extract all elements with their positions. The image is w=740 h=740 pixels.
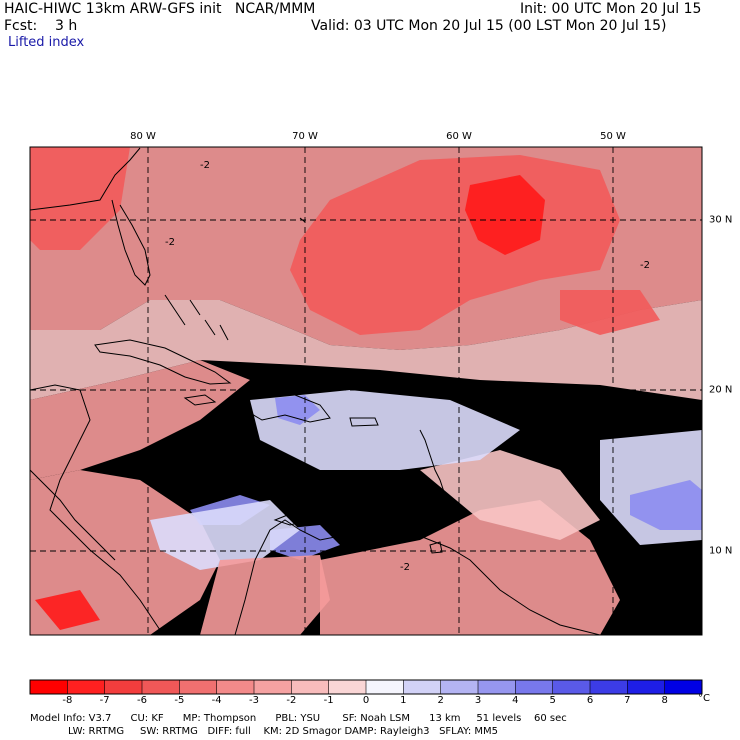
colorbar-swatch	[552, 680, 591, 694]
coastline	[419, 429, 446, 511]
lat-lon-grid	[30, 147, 702, 635]
colorbar-swatch	[590, 680, 628, 694]
field-region	[150, 500, 300, 570]
coastline	[349, 417, 379, 427]
field-region	[630, 480, 702, 530]
colorbar-swatch	[366, 680, 404, 694]
field-region	[30, 300, 702, 400]
colorbar-swatch	[328, 680, 367, 694]
lon-label-80w: 80 W	[130, 131, 156, 142]
field-name: Lifted index	[8, 35, 85, 50]
coastline	[429, 541, 443, 554]
contour-label: -2	[165, 237, 175, 248]
lon-label-60w: 60 W	[446, 131, 472, 142]
colorbar-swatch	[440, 680, 479, 694]
colorbar-swatch	[664, 680, 703, 694]
colorbar-swatch	[291, 680, 330, 694]
contour-label: -2	[200, 160, 210, 171]
coastline	[30, 147, 151, 286]
colorbar-tick-label: 1	[400, 695, 407, 706]
contour-label: -2	[640, 392, 650, 403]
colorbar-tick-label: -3	[249, 695, 259, 706]
map-frame	[29, 146, 703, 636]
contour-label: -2	[400, 562, 410, 573]
coastline	[273, 509, 311, 526]
colorbar-swatch	[403, 680, 442, 694]
field-region	[35, 590, 100, 630]
colorbar-tick-label: 3	[474, 695, 482, 706]
field-region	[275, 395, 320, 425]
contour-labels: -2 -2 -2 -2 -2	[165, 160, 650, 573]
colorbar-tick-label: 7	[624, 695, 631, 706]
coastline	[30, 469, 116, 561]
lon-label-70w: 70 W	[292, 131, 318, 142]
colorbar-swatch	[478, 680, 516, 694]
colorbar-tick-label: -6	[137, 695, 147, 706]
colorbar-tick-label: 2	[437, 695, 444, 706]
coastline	[183, 394, 217, 406]
colorbar-swatch	[254, 680, 292, 694]
lon-label-50w: 50 W	[600, 131, 626, 142]
init-time: Init: 00 UTC Mon 20 Jul 15	[520, 1, 702, 17]
model-info-line1: Model Info: V3.7 CU: KF MP: Thompson PBL…	[30, 713, 567, 724]
model-info-line2: LW: RRTMG SW: RRTMG DIFF: full KM: 2D Sm…	[68, 726, 498, 737]
field-region	[30, 147, 130, 250]
colorbar-tick-label: -1	[323, 695, 334, 706]
colorbar-swatch	[627, 680, 666, 694]
colorbar-tick-label: 6	[586, 695, 594, 706]
forecast-hour: Fcst: 3 h	[4, 18, 78, 34]
colorbar-tick-label: -5	[174, 695, 185, 706]
lat-label-30n: 30 N	[709, 214, 733, 226]
coastline	[234, 519, 601, 635]
colorbar-tick-label: -2	[286, 695, 297, 706]
colorbar-swatch	[179, 680, 218, 694]
coastline	[244, 387, 331, 423]
valid-time: Valid: 03 UTC Mon 20 Jul 15 (00 LST Mon …	[311, 18, 667, 34]
colorbar-tick-label: 4	[512, 695, 519, 706]
colorbar-tick-label: -8	[62, 695, 73, 706]
colorbar-unit: °C	[698, 693, 710, 704]
colorbar-tick-label: 8	[661, 695, 668, 706]
lat-label-20n: 20 N	[709, 384, 733, 396]
field-region	[420, 450, 600, 540]
colorbar-swatch	[30, 680, 68, 694]
colorbar-tick-label: 0	[362, 695, 370, 706]
colorbar-swatch	[515, 680, 554, 694]
field-region	[560, 290, 660, 335]
colorbar-swatch	[104, 680, 143, 694]
contour-label: -2	[640, 260, 650, 271]
colorbar-tick-label: -4	[211, 695, 222, 706]
colorbar-swatch	[142, 680, 180, 694]
coastline	[94, 339, 232, 385]
colorbar-tick-label: 5	[549, 695, 556, 706]
model-title: HAIC-HIWC 13km ARW-GFS init NCAR/MMM	[4, 1, 316, 17]
field-region	[200, 555, 330, 635]
coastlines	[30, 147, 601, 635]
colorbar-swatch	[67, 680, 106, 694]
colorbar-swatch	[216, 680, 255, 694]
coastline	[164, 294, 229, 341]
colorbar	[29, 679, 703, 695]
field-region	[465, 175, 545, 255]
lat-label-10n: 10 N	[709, 545, 733, 557]
colorbar-tick-label: -7	[99, 695, 110, 706]
